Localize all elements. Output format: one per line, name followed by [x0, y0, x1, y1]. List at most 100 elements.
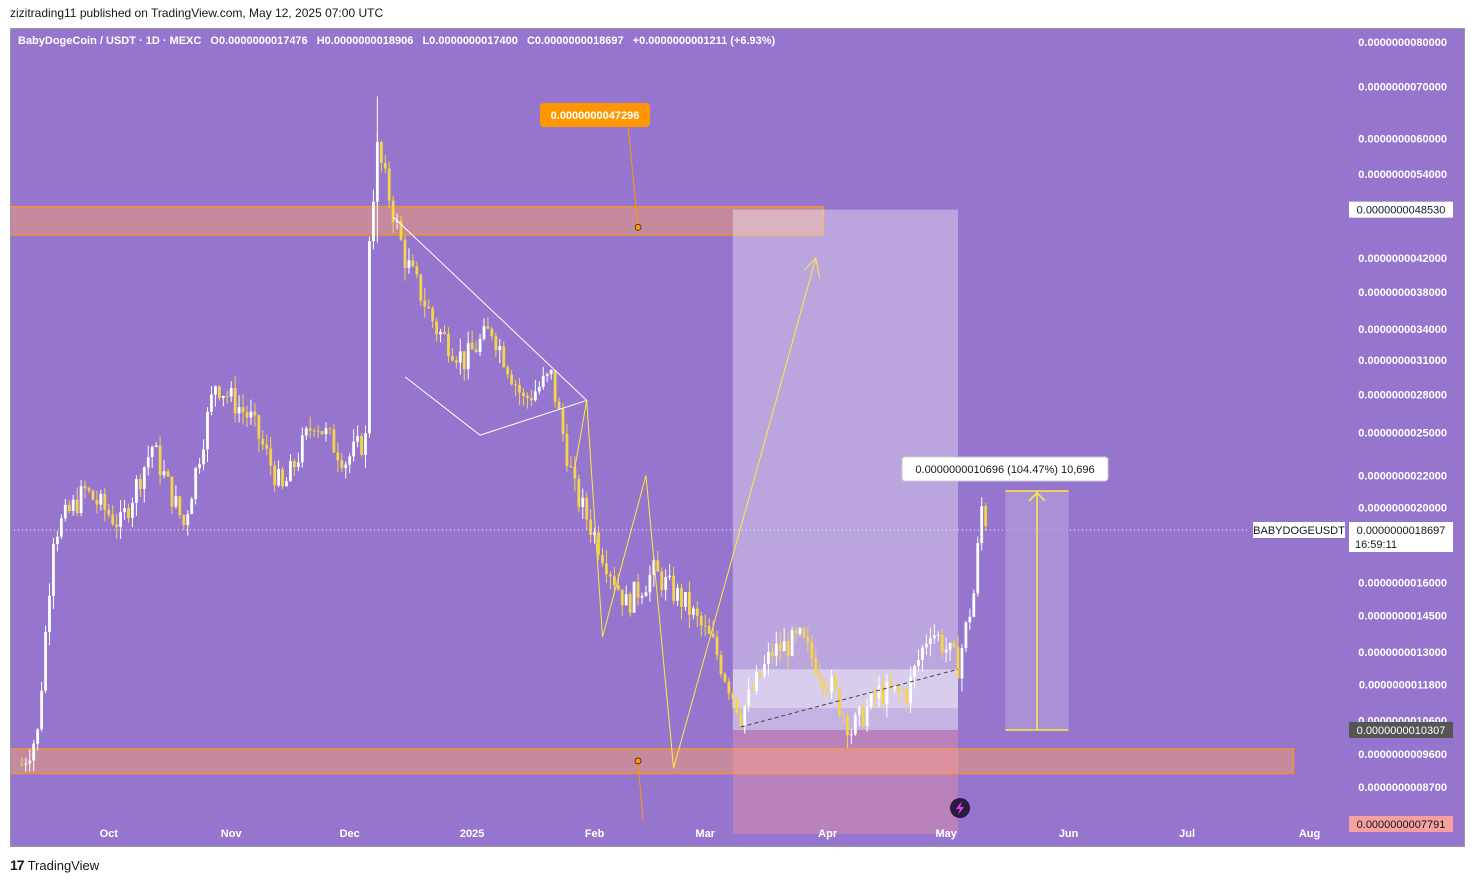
candle[interactable]: [767, 652, 770, 664]
candle[interactable]: [506, 367, 510, 375]
candle[interactable]: [652, 560, 656, 575]
candle[interactable]: [553, 370, 557, 402]
candle[interactable]: [328, 428, 332, 430]
candle[interactable]: [731, 693, 735, 699]
candle[interactable]: [63, 504, 67, 519]
candle[interactable]: [980, 506, 984, 544]
candle[interactable]: [680, 588, 683, 607]
candle[interactable]: [778, 643, 782, 652]
candle[interactable]: [838, 688, 841, 715]
candle[interactable]: [925, 643, 928, 648]
support-marker[interactable]: [634, 757, 642, 765]
candle[interactable]: [530, 398, 533, 401]
candle[interactable]: [423, 300, 427, 307]
candle[interactable]: [984, 506, 988, 526]
candle[interactable]: [454, 360, 458, 363]
candle[interactable]: [229, 388, 233, 397]
candle[interactable]: [399, 220, 403, 240]
candle[interactable]: [368, 241, 371, 434]
candle[interactable]: [794, 630, 798, 634]
candle[interactable]: [561, 408, 565, 435]
candle[interactable]: [312, 430, 316, 432]
candle[interactable]: [605, 563, 608, 575]
candle[interactable]: [20, 764, 24, 766]
candle[interactable]: [893, 686, 897, 689]
candle[interactable]: [770, 652, 774, 656]
candle[interactable]: [889, 681, 893, 689]
candle[interactable]: [660, 571, 664, 591]
candle[interactable]: [581, 497, 585, 508]
candle[interactable]: [451, 356, 454, 361]
candle[interactable]: [296, 462, 300, 468]
candle[interactable]: [885, 681, 889, 705]
candle[interactable]: [842, 714, 845, 716]
candle[interactable]: [300, 435, 304, 463]
candle[interactable]: [352, 441, 356, 457]
candle[interactable]: [719, 655, 723, 674]
tradingview-brand[interactable]: 17 TradingView: [10, 857, 99, 873]
candle[interactable]: [332, 429, 336, 453]
candle[interactable]: [249, 411, 253, 418]
candle[interactable]: [636, 581, 640, 598]
candle[interactable]: [225, 396, 229, 398]
candle[interactable]: [344, 464, 348, 469]
candle[interactable]: [186, 514, 190, 525]
candle[interactable]: [759, 672, 762, 676]
candle[interactable]: [948, 642, 952, 650]
candle[interactable]: [79, 486, 83, 514]
candle[interactable]: [190, 499, 194, 515]
candle[interactable]: [56, 536, 59, 544]
candle[interactable]: [822, 679, 826, 690]
candle[interactable]: [241, 407, 245, 413]
candle[interactable]: [976, 543, 980, 594]
candle[interactable]: [972, 593, 976, 617]
candle[interactable]: [644, 592, 648, 597]
candle[interactable]: [99, 493, 103, 505]
candle[interactable]: [932, 635, 936, 639]
candle[interactable]: [115, 524, 119, 528]
candle[interactable]: [439, 331, 442, 335]
candle[interactable]: [545, 374, 549, 377]
target-marker[interactable]: [634, 224, 642, 231]
candle[interactable]: [597, 532, 600, 555]
candle[interactable]: [419, 274, 423, 301]
candle[interactable]: [826, 689, 830, 692]
candle[interactable]: [798, 628, 802, 634]
candle[interactable]: [790, 630, 794, 656]
candle[interactable]: [273, 465, 277, 486]
candle[interactable]: [743, 706, 747, 726]
candle[interactable]: [387, 168, 391, 201]
candle[interactable]: [135, 479, 138, 503]
candle[interactable]: [763, 663, 766, 676]
candle[interactable]: [71, 499, 75, 512]
candle[interactable]: [727, 681, 731, 694]
candle[interactable]: [478, 338, 482, 353]
candle[interactable]: [316, 430, 320, 432]
candle[interactable]: [802, 628, 806, 638]
stop-box[interactable]: [732, 730, 958, 834]
candle[interactable]: [142, 467, 146, 490]
candle[interactable]: [340, 460, 344, 469]
candle[interactable]: [320, 431, 324, 435]
candle[interactable]: [585, 497, 589, 520]
candle[interactable]: [952, 642, 956, 648]
candle[interactable]: [470, 342, 474, 350]
candle[interactable]: [735, 698, 739, 714]
candle[interactable]: [462, 351, 466, 370]
candle[interactable]: [577, 478, 581, 508]
candle[interactable]: [964, 622, 968, 648]
candle[interactable]: [324, 428, 328, 435]
candle[interactable]: [786, 641, 790, 656]
candle[interactable]: [107, 509, 111, 515]
candle[interactable]: [304, 428, 308, 436]
candle[interactable]: [289, 460, 292, 482]
candle[interactable]: [928, 638, 932, 644]
candle[interactable]: [648, 574, 652, 593]
candle[interactable]: [526, 395, 529, 399]
candle[interactable]: [356, 435, 359, 442]
candle[interactable]: [182, 514, 186, 525]
candle[interactable]: [285, 481, 288, 487]
candle[interactable]: [897, 686, 901, 692]
candle[interactable]: [217, 386, 221, 399]
candle[interactable]: [154, 445, 158, 447]
